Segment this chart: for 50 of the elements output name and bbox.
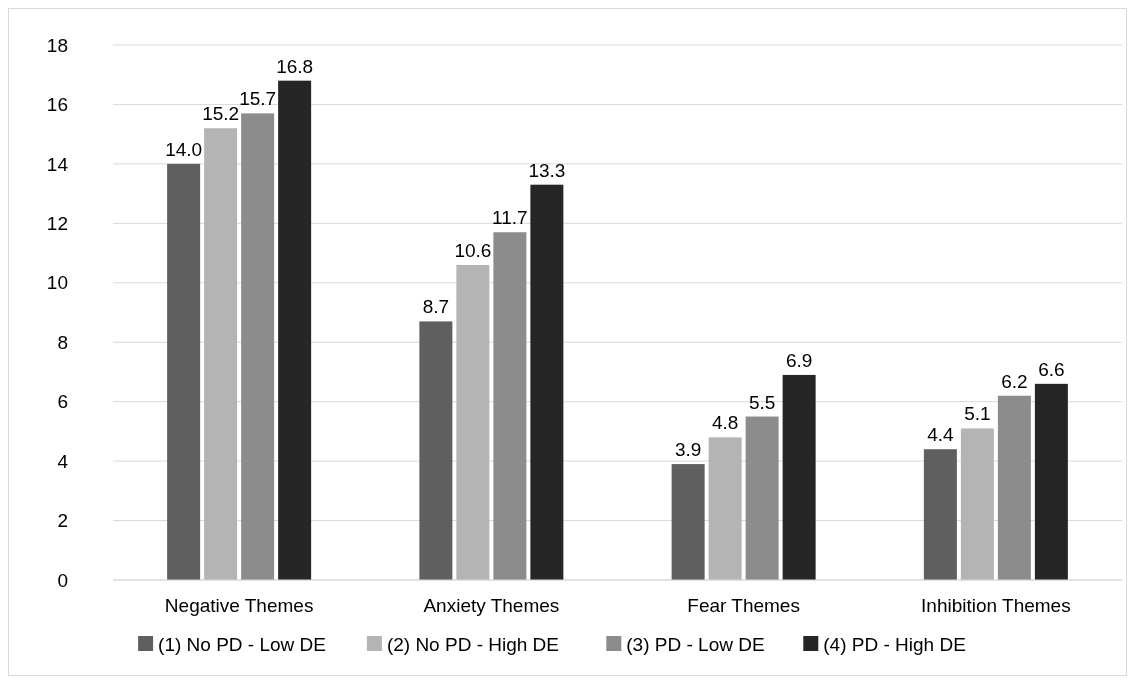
data-label: 5.1: [964, 403, 991, 425]
y-tick-label: 14: [46, 153, 69, 175]
y-tick-label: 0: [57, 569, 68, 591]
y-tick-label: 16: [46, 94, 68, 116]
data-label: 14.0: [165, 138, 203, 160]
data-label: 16.8: [276, 55, 314, 77]
bar: [167, 163, 201, 580]
data-label: 4.8: [711, 412, 739, 434]
data-label: 10.6: [454, 239, 492, 261]
bar: [671, 464, 705, 580]
x-tick-label: Fear Themes: [687, 595, 800, 616]
bar: [782, 374, 816, 580]
bar: [530, 184, 564, 580]
y-tick-label: 4: [57, 450, 69, 472]
legend-label: (3) PD - Low DE: [626, 633, 765, 655]
legend-label: (4) PD - High DE: [823, 633, 966, 655]
bar: [960, 428, 994, 580]
data-label: 4.4: [927, 424, 955, 446]
data-label: 13.3: [528, 159, 566, 181]
y-tick-label: 10: [46, 272, 68, 294]
legend-label: (2) No PD - High DE: [386, 633, 560, 655]
bar: [923, 449, 957, 580]
data-label: 8.7: [422, 296, 450, 318]
data-label: 6.9: [785, 349, 813, 371]
bar: [241, 113, 275, 580]
bar: [456, 264, 490, 580]
y-tick-label: 2: [57, 510, 68, 532]
y-tick-label: 18: [46, 34, 68, 56]
data-label: 11.7: [492, 207, 528, 229]
bar: [278, 80, 312, 580]
data-label: 6.2: [1001, 370, 1028, 392]
bar: [419, 321, 453, 580]
y-tick-label: 12: [46, 212, 68, 234]
data-label: 6.6: [1038, 358, 1065, 380]
data-label: 5.5: [748, 391, 776, 413]
bar: [997, 395, 1031, 580]
bar: [1034, 383, 1068, 580]
data-label: 3.9: [674, 439, 702, 461]
data-label: 15.7: [239, 88, 277, 110]
bar: [745, 416, 779, 580]
x-tick-label: Negative Themes: [164, 595, 314, 616]
bar: [493, 232, 527, 580]
bar: [204, 128, 238, 580]
y-tick-label: 8: [57, 331, 68, 353]
legend-label: (1) No PD - Low DE: [158, 633, 326, 655]
x-tick-label: Inhibition Themes: [921, 595, 1071, 616]
data-label: 15.2: [202, 103, 240, 125]
x-tick-label: Anxiety Themes: [423, 595, 560, 616]
y-tick-label: 6: [57, 391, 68, 413]
bar: [708, 437, 742, 580]
